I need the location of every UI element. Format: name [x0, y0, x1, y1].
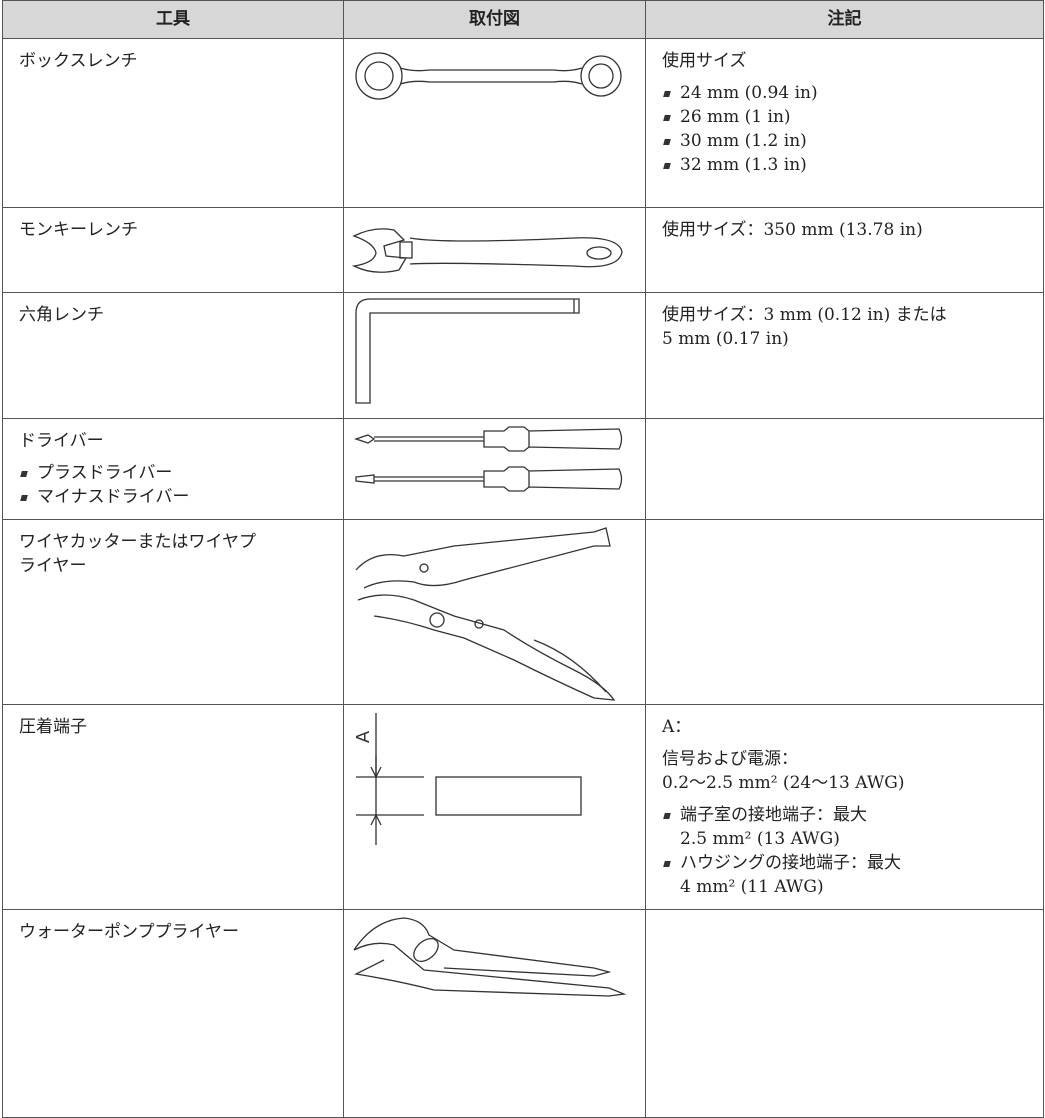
note-cell [645, 519, 1044, 705]
tool-cell: モンキーレンチ [2, 207, 344, 293]
tool-cell: ウォーターポンププライヤー [2, 909, 344, 1118]
figure-cell [343, 207, 646, 293]
crimp-figure: A [353, 713, 582, 845]
row: ウォーターポンププライヤー [2, 909, 1044, 1118]
figure-cell [343, 418, 646, 520]
note-list: 24 mm (0.94 in) 26 mm (1 in) 30 mm (1.2 … [662, 81, 1027, 177]
box-wrench-figure [355, 52, 622, 100]
note-line: 使用サイズ：3 mm (0.12 in) または [662, 305, 947, 325]
note-line: 0.2〜2.5 mm² (24〜13 AWG) [662, 773, 905, 793]
note-item: 端子室の接地端子：最大 2.5 mm² (13 AWG) [662, 803, 1027, 851]
tool-name: ドライバー [19, 431, 104, 451]
note-item-line: ハウジングの接地端子：最大 [680, 853, 901, 873]
screwdriver-figure [353, 426, 623, 492]
note-item: 26 mm (1 in) [662, 105, 1027, 129]
note-line: 使用サイズ：350 mm (13.78 in) [662, 220, 923, 240]
header-row: 工具 取付図 注記 [2, 0, 1044, 39]
note-item-line: 4 mm² (11 AWG) [680, 877, 824, 897]
note-cell [645, 909, 1044, 1118]
note-cell: 使用サイズ：3 mm (0.12 in) または 5 mm (0.17 in) [645, 292, 1044, 419]
hex-key-figure [355, 298, 580, 404]
note-item: 24 mm (0.94 in) [662, 81, 1027, 105]
water-pump-pliers-figure [353, 917, 627, 997]
note-item: ハウジングの接地端子：最大 4 mm² (11 AWG) [662, 851, 1027, 899]
note-line: 5 mm (0.17 in) [662, 329, 789, 349]
tool-list: プラスドライバー マイナスドライバー [19, 461, 327, 509]
figure-cell [343, 909, 646, 1118]
note-cell: 使用サイズ 24 mm (0.94 in) 26 mm (1 in) 30 mm… [645, 38, 1044, 208]
figure-label: A [353, 730, 374, 743]
note-list: 端子室の接地端子：最大 2.5 mm² (13 AWG) ハウジングの接地端子：最… [662, 803, 1027, 899]
tool-cell: 六角レンチ [2, 292, 344, 419]
note-cell [645, 418, 1044, 520]
note-item: 30 mm (1.2 in) [662, 129, 1027, 153]
note-item-line: 端子室の接地端子：最大 [680, 805, 867, 825]
tool-cell: 圧着端子 [2, 704, 344, 910]
note-item: 32 mm (1.3 in) [662, 153, 1027, 177]
tool-cell: ボックスレンチ [2, 38, 344, 208]
row: ドライバー プラスドライバー マイナスドライバー [2, 418, 1044, 520]
header-cell: 取付図 [343, 0, 646, 39]
note-line: 信号および電源： [662, 749, 798, 769]
header-cell: 注記 [645, 0, 1044, 39]
row: 六角レンチ 使用サイズ：3 mm (0.12 in) または 5 mm (0.17… [2, 292, 1044, 419]
figure-cell [343, 38, 646, 208]
tool-item: プラスドライバー [19, 461, 327, 485]
note-item-line: 2.5 mm² (13 AWG) [680, 829, 840, 849]
tool-line: ライヤー [19, 556, 87, 576]
header-cell: 工具 [2, 0, 344, 39]
note-title: 使用サイズ [662, 51, 747, 71]
page: 工具 取付図 注記 ボックスレンチ 使用サイズ 24 mm (0.94 in) … [0, 0, 1045, 1043]
monkey-wrench-figure [351, 228, 623, 273]
figure-cell [343, 519, 646, 705]
note-cell: A： 信号および電源： 0.2〜2.5 mm² (24〜13 AWG) 端子室の接… [645, 704, 1044, 910]
row: ボックスレンチ 使用サイズ 24 mm (0.94 in) 26 mm (1 i… [2, 38, 1044, 208]
figure-cell: A [343, 704, 646, 910]
note-cell: 使用サイズ：350 mm (13.78 in) [645, 207, 1044, 293]
row: 圧着端子 A A： 信号および電源： 0.2〜2.5 mm² (24〜13 AWG… [2, 704, 1044, 910]
locking-pliers-figure [355, 527, 616, 701]
figure-cell [343, 292, 646, 419]
note-title: A： [662, 717, 692, 737]
tool-item: マイナスドライバー [19, 485, 327, 509]
row: モンキーレンチ 使用サイズ：350 mm (13.78 in) [2, 207, 1044, 293]
tool-cell: ドライバー プラスドライバー マイナスドライバー [2, 418, 344, 520]
tool-cell: ワイヤカッターまたはワイヤプ ライヤー [2, 519, 344, 705]
tool-line: ワイヤカッターまたはワイヤプ [19, 532, 256, 552]
row: ワイヤカッターまたはワイヤプ ライヤー [2, 519, 1044, 705]
